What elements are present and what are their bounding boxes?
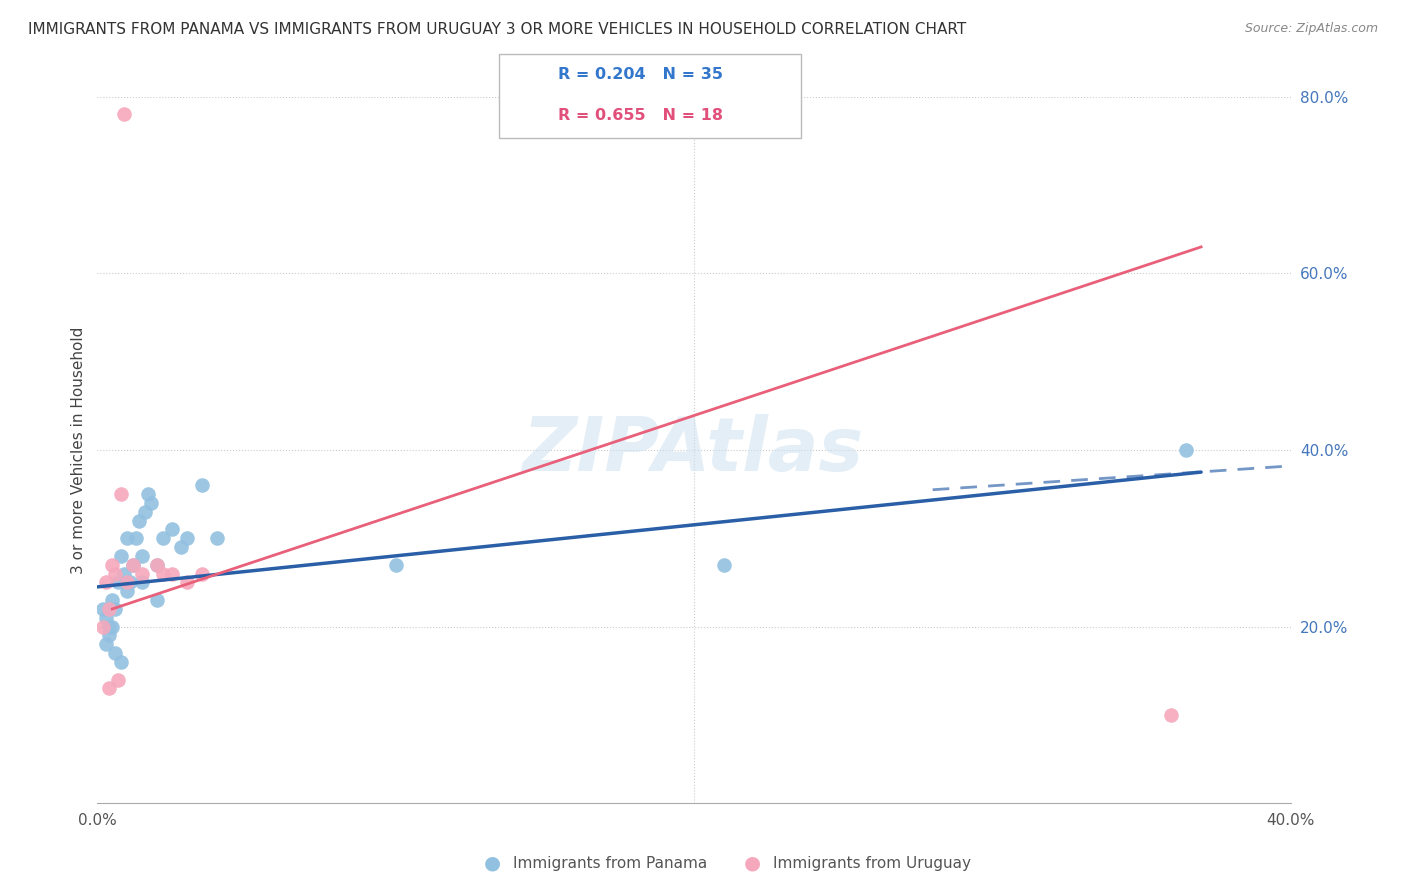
Point xyxy=(146,558,169,572)
Point xyxy=(205,531,228,545)
Point xyxy=(190,566,212,581)
Point xyxy=(131,566,153,581)
Text: Immigrants from Uruguay: Immigrants from Uruguay xyxy=(773,856,972,871)
Point xyxy=(96,575,118,590)
Point xyxy=(384,558,406,572)
Point xyxy=(190,478,212,492)
Point xyxy=(110,655,132,669)
Text: R = 0.655   N = 18: R = 0.655 N = 18 xyxy=(558,108,723,122)
Point xyxy=(98,602,121,616)
Point xyxy=(115,575,138,590)
Point xyxy=(115,584,138,599)
Point xyxy=(131,549,153,563)
Text: IMMIGRANTS FROM PANAMA VS IMMIGRANTS FROM URUGUAY 3 OR MORE VEHICLES IN HOUSEHOL: IMMIGRANTS FROM PANAMA VS IMMIGRANTS FRO… xyxy=(28,22,966,37)
Point xyxy=(107,673,129,687)
Point xyxy=(152,566,174,581)
Point xyxy=(91,602,114,616)
Point xyxy=(91,619,114,633)
Point xyxy=(139,496,162,510)
Text: ●: ● xyxy=(484,854,501,873)
Point xyxy=(98,628,121,642)
Text: R = 0.204   N = 35: R = 0.204 N = 35 xyxy=(558,68,723,82)
Point xyxy=(101,593,124,607)
Point xyxy=(146,593,169,607)
Point xyxy=(96,611,118,625)
Point xyxy=(160,523,183,537)
Point xyxy=(134,505,156,519)
Point xyxy=(104,602,127,616)
Point xyxy=(122,558,145,572)
Point xyxy=(112,107,135,121)
Point xyxy=(136,487,159,501)
Point xyxy=(713,558,735,572)
Point xyxy=(152,531,174,545)
Text: ●: ● xyxy=(744,854,761,873)
Point xyxy=(1175,443,1198,458)
Point xyxy=(104,646,127,660)
Point xyxy=(101,558,124,572)
Point xyxy=(160,566,183,581)
Point xyxy=(125,531,148,545)
Point xyxy=(176,531,198,545)
Text: ZIPAtlas: ZIPAtlas xyxy=(523,414,865,486)
Point xyxy=(98,681,121,696)
Point xyxy=(146,558,169,572)
Point xyxy=(96,637,118,651)
Point xyxy=(115,531,138,545)
Point xyxy=(120,575,142,590)
Point xyxy=(110,549,132,563)
Point xyxy=(101,619,124,633)
Point xyxy=(104,566,127,581)
Point xyxy=(128,514,150,528)
Point xyxy=(110,487,132,501)
Point xyxy=(176,575,198,590)
Point xyxy=(122,558,145,572)
Point xyxy=(98,619,121,633)
Y-axis label: 3 or more Vehicles in Household: 3 or more Vehicles in Household xyxy=(72,326,86,574)
Text: Immigrants from Panama: Immigrants from Panama xyxy=(513,856,707,871)
Point xyxy=(112,566,135,581)
Point xyxy=(170,540,193,554)
Point xyxy=(131,575,153,590)
Point xyxy=(1160,707,1182,722)
Text: Source: ZipAtlas.com: Source: ZipAtlas.com xyxy=(1244,22,1378,36)
Point xyxy=(107,575,129,590)
